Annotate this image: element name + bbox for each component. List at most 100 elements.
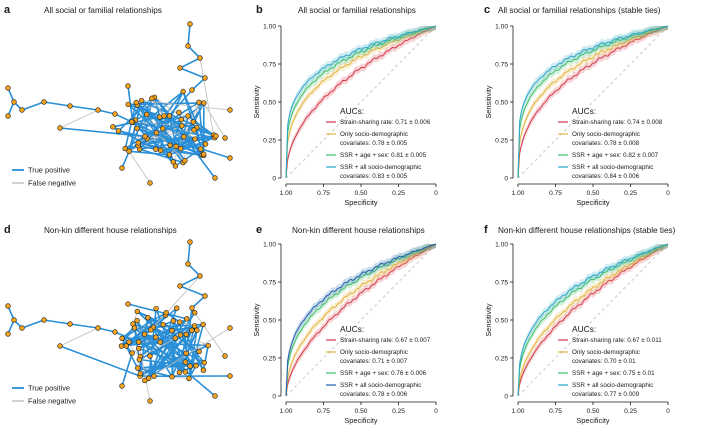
true-positive-edge — [188, 242, 190, 264]
network-node — [188, 364, 193, 369]
false-negative-edge — [200, 58, 214, 135]
true-positive-edge — [180, 286, 205, 296]
network-node — [113, 112, 118, 117]
false-negative-edge — [60, 110, 98, 128]
network-node — [167, 113, 172, 118]
x-tick-label: 0.75 — [549, 408, 562, 415]
x-tick-label: 1.00 — [512, 190, 525, 197]
network-node — [153, 335, 158, 340]
legend-entry: Only socio-demographic — [340, 131, 408, 138]
x-axis-label: Specificity — [344, 198, 378, 207]
true-positive-edge — [180, 58, 200, 68]
x-tick-label: 1.00 — [512, 408, 525, 415]
true-positive-edge — [70, 106, 98, 110]
y-tick-label: 0.50 — [495, 317, 508, 324]
network-node — [132, 326, 137, 331]
legend-entry: SSR + age + sex: 0.75 ± 0.01 — [572, 370, 655, 377]
network-node — [223, 354, 228, 359]
network-node — [135, 126, 140, 131]
network-node — [179, 117, 184, 122]
legend-entry: SSR + all socio-demographic — [340, 382, 421, 389]
false-negative-edge — [60, 328, 98, 346]
network-node — [148, 399, 153, 404]
network-node — [120, 336, 125, 341]
network-node — [198, 147, 203, 152]
panel-title: All social or familial relationships — [44, 6, 162, 15]
network-node — [6, 114, 11, 119]
network-node — [170, 328, 175, 333]
network-node — [184, 332, 189, 337]
y-axis-label: Sensitivity — [484, 303, 493, 337]
network-node — [197, 100, 202, 105]
y-axis-label: Sensitivity — [252, 85, 261, 119]
legend-entry: SSR + age + sex: 0.82 ± 0.007 — [572, 152, 659, 159]
network-node — [148, 327, 153, 332]
network-node — [135, 318, 140, 323]
y-tick-label: 0.50 — [263, 317, 276, 324]
network-node — [187, 376, 192, 381]
network-node — [198, 56, 203, 61]
legend-entry: Only socio-demographic — [572, 349, 640, 356]
x-tick-label: 0.75 — [317, 408, 330, 415]
network-node — [148, 181, 153, 186]
auc-legend-title: AUCs: — [340, 106, 364, 116]
true-positive-edge — [44, 320, 70, 324]
network-node — [181, 134, 186, 139]
network-node — [213, 394, 218, 399]
legend-true-positive: True positive — [28, 166, 70, 175]
network-node — [6, 304, 11, 309]
network-node — [136, 140, 141, 145]
network-node — [192, 128, 197, 133]
network-node — [186, 114, 191, 119]
legend-entry: Strain-sharing rate: 0.74 ± 0.008 — [572, 119, 663, 126]
network-node — [191, 120, 196, 125]
network-node — [228, 326, 233, 331]
true-positive-edge — [180, 68, 205, 78]
network-node — [139, 98, 144, 103]
y-tick-label: 1.00 — [495, 241, 508, 248]
network-node — [228, 156, 233, 161]
network-node — [129, 119, 134, 124]
network-node — [174, 306, 179, 311]
network-node — [68, 104, 73, 109]
network-node — [193, 137, 198, 142]
network-node — [123, 146, 128, 151]
x-tick-label: 0.50 — [355, 190, 368, 197]
panel-letter: d — [4, 224, 11, 236]
network-node — [173, 336, 178, 341]
y-tick-label: 0 — [272, 175, 276, 182]
network-node — [136, 340, 141, 345]
network-node — [12, 100, 17, 105]
panel-title: Non-kin different house relationships — [44, 226, 177, 235]
network-node — [148, 354, 153, 359]
network-node — [119, 344, 124, 349]
network-node — [188, 240, 193, 245]
true-positive-edge — [180, 276, 200, 286]
network-node — [173, 164, 178, 169]
x-axis-label: Specificity — [344, 416, 378, 425]
legend-entry: covariates: 0.78 ± 0.008 — [572, 140, 640, 147]
legend-entry: covariates: 0.71 ± 0.007 — [340, 358, 408, 365]
network-node — [142, 378, 147, 383]
x-tick-label: 0.25 — [624, 408, 637, 415]
network-node — [168, 143, 173, 148]
y-tick-label: 0.25 — [263, 355, 276, 362]
legend-entry: SSR + all socio-demographic — [572, 164, 653, 171]
network-node — [143, 134, 148, 139]
network-node — [164, 310, 169, 315]
x-tick-label: 0.25 — [392, 190, 405, 197]
y-tick-label: 0.75 — [263, 279, 276, 286]
network-node — [198, 274, 203, 279]
network-node — [42, 318, 47, 323]
y-tick-label: 0 — [504, 393, 508, 400]
x-tick-label: 0.50 — [355, 408, 368, 415]
legend-entry: SSR + all socio-demographic — [340, 164, 421, 171]
network-node — [228, 374, 233, 379]
auc-legend-title: AUCs: — [340, 324, 364, 334]
network-node — [213, 176, 218, 181]
y-tick-label: 1.00 — [263, 241, 276, 248]
